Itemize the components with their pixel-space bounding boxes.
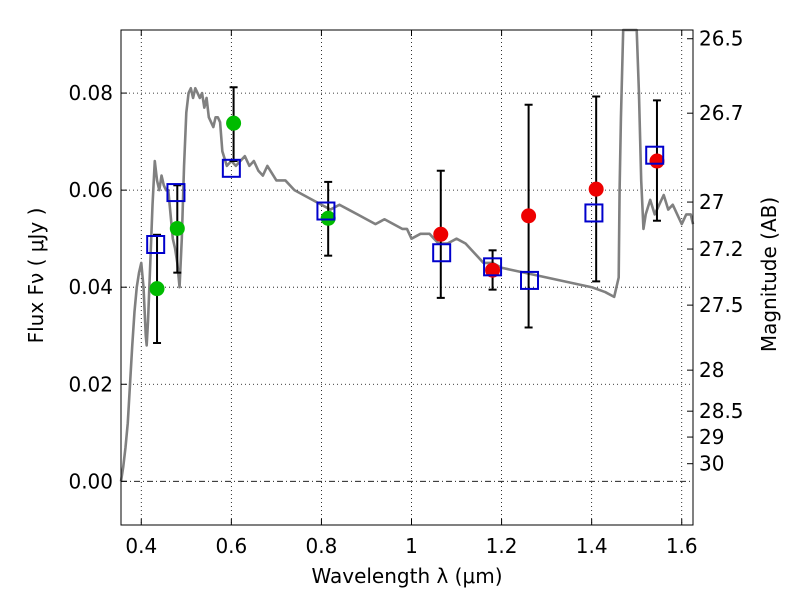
mag-tick-label: 30 bbox=[699, 452, 724, 476]
red-data-point bbox=[588, 181, 604, 197]
mag-tick-label: 28 bbox=[699, 358, 724, 382]
mag-tick-label: 29 bbox=[699, 425, 724, 449]
model-photometry-square bbox=[166, 183, 186, 203]
y2-axis-label: Magnitude (AB) bbox=[757, 197, 781, 352]
red-data-point bbox=[521, 208, 537, 224]
red-data-point bbox=[649, 153, 665, 169]
mag-tick-label: 27 bbox=[699, 190, 724, 214]
tick-labels: 0.4 0.6 0.8 1 1.2 1.4 1.6 0.00 0.02 0.04 0.06 0.08 2… bbox=[68, 27, 743, 558]
x-tick-label: 1 bbox=[405, 534, 418, 558]
y-tick-label: 0.08 bbox=[68, 81, 113, 105]
plot-frame bbox=[120, 29, 694, 526]
axis-ticks bbox=[121, 30, 693, 525]
red-data-point bbox=[485, 262, 501, 278]
model-photometry-square bbox=[221, 158, 241, 178]
x-tick-label: 1.6 bbox=[666, 534, 698, 558]
green-data-point bbox=[149, 281, 165, 297]
model-photometry-square bbox=[645, 145, 665, 165]
y-tick-label: 0.02 bbox=[68, 372, 113, 396]
model-photometry-square bbox=[316, 201, 336, 221]
mag-tick-label: 27.2 bbox=[699, 237, 744, 261]
x-tick-label: 1.2 bbox=[486, 534, 518, 558]
green-data-point bbox=[169, 220, 185, 236]
red-data-point bbox=[433, 226, 449, 242]
model-photometry-square bbox=[432, 243, 452, 263]
model-photometry-square bbox=[520, 270, 540, 290]
model-photometry-square bbox=[584, 203, 604, 223]
model-spectrum-line bbox=[119, 28, 695, 482]
model-photometry-square bbox=[146, 235, 166, 254]
mag-tick-label: 27.5 bbox=[699, 293, 744, 317]
model-photometry-square bbox=[483, 257, 503, 277]
x-tick-label: 0.6 bbox=[215, 534, 247, 558]
y-axis-label: Flux Fν ( μJy ) bbox=[24, 208, 48, 344]
y-tick-label: 0.04 bbox=[68, 275, 113, 299]
x-tick-label: 1.4 bbox=[576, 534, 608, 558]
data-points bbox=[146, 115, 665, 297]
green-data-point bbox=[226, 115, 242, 131]
green-data-point bbox=[320, 210, 336, 226]
mag-tick-label: 28.5 bbox=[699, 399, 744, 423]
model-spectrum bbox=[119, 28, 695, 482]
x-axis-label: Wavelength λ (μm) bbox=[311, 564, 502, 588]
mag-tick-label: 26.5 bbox=[699, 27, 744, 51]
mag-tick-label: 26.7 bbox=[699, 101, 744, 125]
x-tick-label: 0.8 bbox=[306, 534, 338, 558]
y-tick-label: 0.00 bbox=[68, 469, 113, 493]
x-tick-label: 0.4 bbox=[125, 534, 157, 558]
y-tick-label: 0.06 bbox=[68, 178, 113, 202]
